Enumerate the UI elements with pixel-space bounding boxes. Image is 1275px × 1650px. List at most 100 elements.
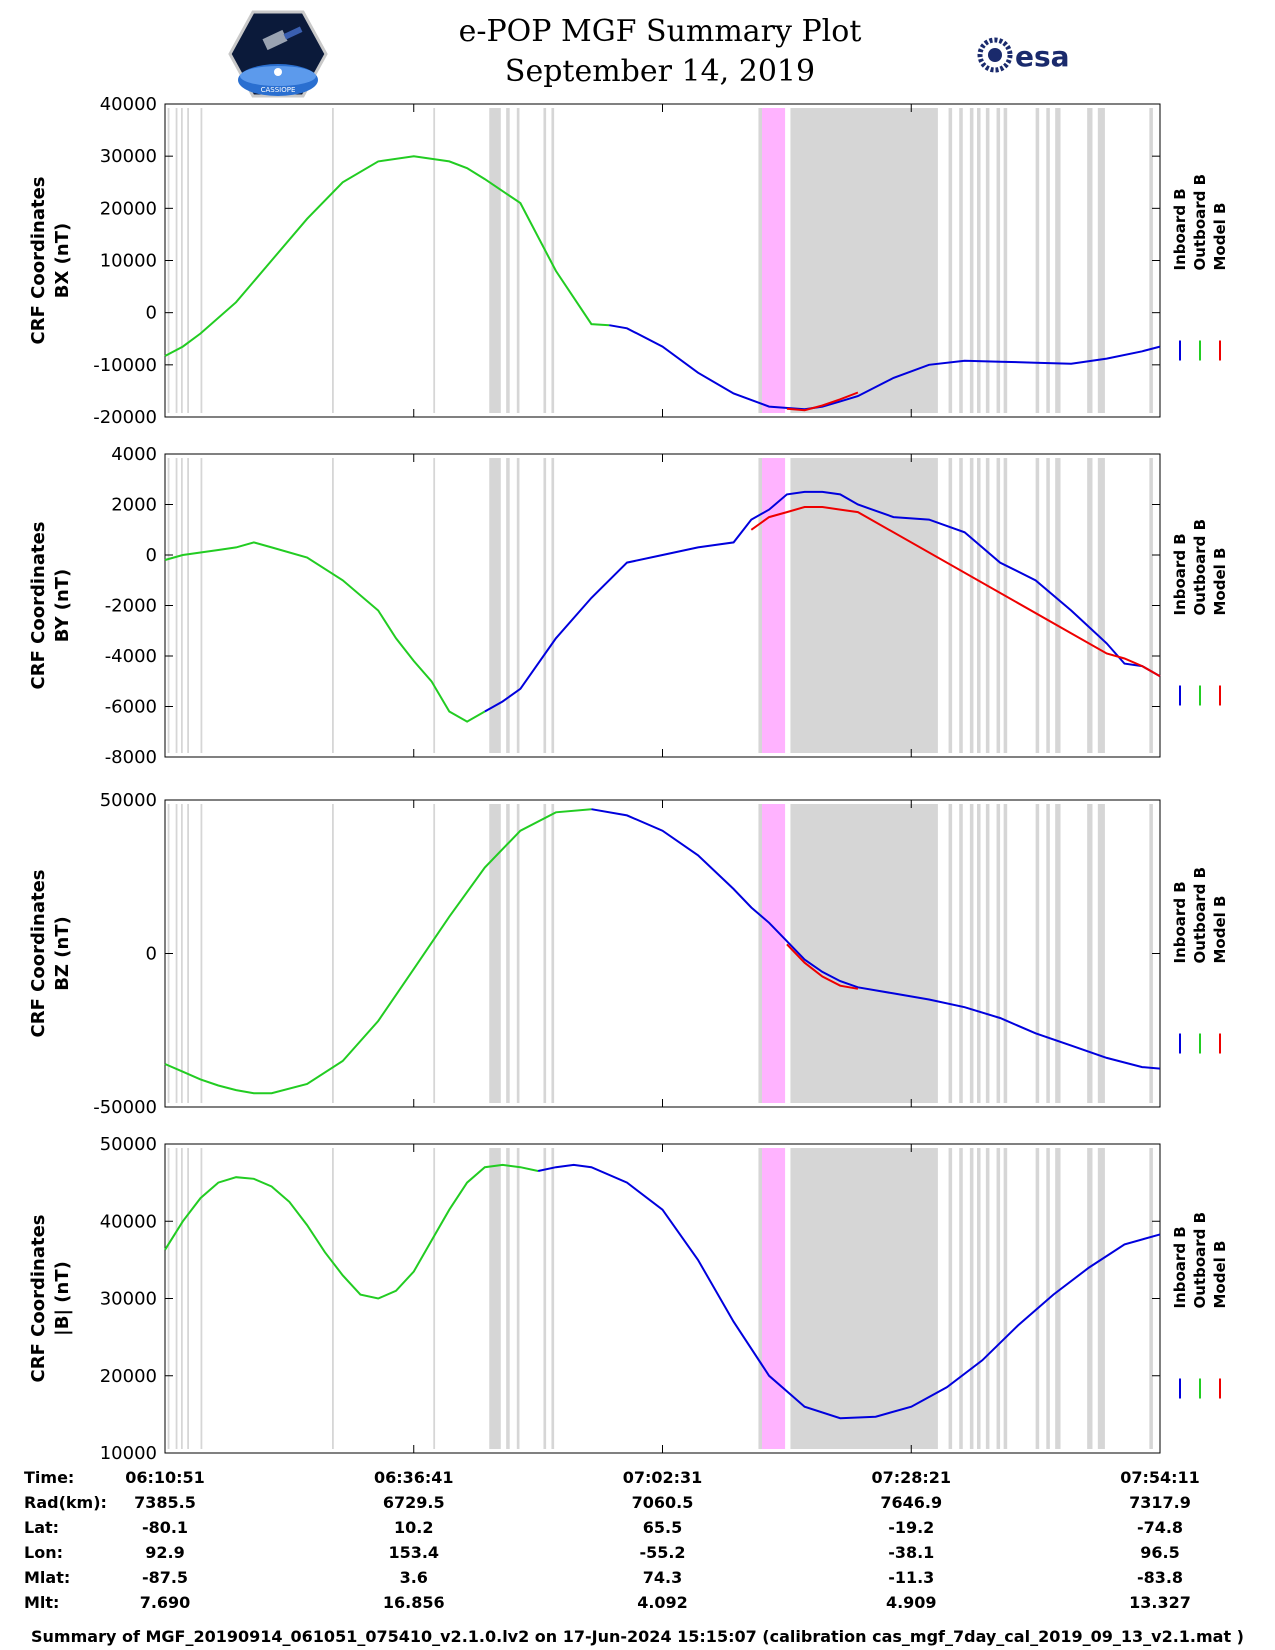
info-row-label: Rad(km):: [24, 1493, 107, 1512]
y-tick-label: 50000: [100, 790, 157, 811]
data-gap-band: [332, 804, 334, 1103]
y-tick-label: 10000: [100, 1443, 157, 1464]
series-line-outboard-b: [164, 808, 592, 1095]
y-tick-label: 0: [146, 303, 157, 324]
info-cell: 07:02:31: [623, 1468, 703, 1487]
data-gap-band: [551, 804, 555, 1103]
data-gap-band: [1055, 108, 1061, 413]
data-gap-band: [976, 458, 981, 753]
data-gap-band: [506, 108, 510, 413]
data-gap-band: [489, 804, 501, 1103]
y-tick-label: 30000: [100, 1289, 157, 1310]
y-axis-label: BZ (nT): [52, 916, 73, 991]
data-gap-band: [543, 1148, 547, 1449]
info-cell: 7385.5: [134, 1493, 196, 1512]
series-line-inboard-b: [609, 324, 1161, 411]
data-gap-band: [985, 458, 990, 753]
legend-label: Outboard B: [1191, 1212, 1209, 1309]
data-gap-band: [948, 458, 953, 753]
data-gap-band: [1149, 458, 1153, 753]
data-gap-band: [790, 1148, 938, 1449]
data-gap-band: [433, 108, 436, 413]
data-gap-band: [433, 458, 436, 753]
data-gap-band: [1097, 1148, 1105, 1449]
data-gap-band: [489, 458, 501, 753]
data-gap-band: [985, 804, 990, 1103]
data-gap-band: [180, 1148, 183, 1449]
info-cell: -38.1: [888, 1543, 934, 1562]
data-gap-band: [543, 458, 547, 753]
data-gap-band: [976, 1148, 981, 1449]
data-gap-band: [200, 108, 203, 413]
data-gap-band: [516, 458, 520, 753]
panel-btotal: 10000 20000 30000 40000 50000 CRF Coordinates…: [28, 1134, 1229, 1464]
highlight-band: [762, 804, 786, 1103]
y-axis-label: CRF Coordinates: [28, 522, 49, 690]
data-gap-band: [969, 1148, 974, 1449]
info-cell: -19.2: [888, 1518, 934, 1537]
info-cell: -83.8: [1137, 1568, 1183, 1587]
data-gap-band: [948, 804, 953, 1103]
info-cell: 4.092: [637, 1593, 688, 1612]
series-line-model-b: [786, 943, 859, 990]
data-gap-band: [959, 108, 963, 413]
panel-bx: -20000 -10000 0 10000 20000 30000 40000 CRF Coo…: [28, 94, 1229, 428]
info-cell: 6729.5: [383, 1493, 445, 1512]
data-gap-band: [551, 108, 555, 413]
data-gap-band: [187, 108, 189, 413]
data-gap-band: [758, 804, 762, 1103]
series-line-inboard-b: [484, 490, 1161, 713]
info-cell: 92.9: [145, 1543, 184, 1562]
data-gap-band: [790, 108, 938, 413]
panel-bz: -50000 0 50000 CRF Coordinates BZ (nT) Inboar…: [28, 790, 1229, 1118]
info-cell: 13.327: [1129, 1593, 1191, 1612]
info-cell: 3.6: [400, 1568, 428, 1587]
legend-label: Model B: [1211, 548, 1229, 616]
y-tick-label: -8000: [105, 747, 157, 768]
highlight-band: [762, 458, 786, 753]
y-axis-label: CRF Coordinates: [28, 870, 49, 1038]
info-cell: 4.909: [886, 1593, 937, 1612]
data-gap-band: [1149, 804, 1153, 1103]
info-cell: 7317.9: [1129, 1493, 1191, 1512]
data-gap-band: [996, 108, 1001, 413]
data-gap-band: [180, 804, 183, 1103]
data-gap-band: [551, 1148, 555, 1449]
data-gap-band: [976, 108, 981, 413]
info-cell: -80.1: [142, 1518, 188, 1537]
info-cell: 06:10:51: [125, 1468, 205, 1487]
data-gap-band: [1055, 1148, 1061, 1449]
info-row-label: Mlat:: [24, 1568, 70, 1587]
data-gap-band: [1003, 804, 1008, 1103]
data-gap-band: [969, 458, 974, 753]
data-gap-band: [1097, 108, 1105, 413]
data-gap-band: [332, 1148, 334, 1449]
data-gap-band: [1003, 1148, 1008, 1449]
plot-date: September 14, 2019: [504, 54, 816, 89]
series-line-inboard-b: [591, 808, 1161, 1070]
legend-label: Outboard B: [1191, 519, 1209, 616]
info-row-label: Lon:: [24, 1543, 63, 1562]
info-cell: 07:54:11: [1120, 1468, 1200, 1487]
data-gap-band: [948, 108, 953, 413]
info-cell: -11.3: [888, 1568, 934, 1587]
y-tick-label: -2000: [105, 596, 157, 617]
data-gap-band: [187, 1148, 189, 1449]
footer-summary: Summary of MGF_20190914_061051_075410_v2…: [31, 1627, 1244, 1646]
info-cell: 74.3: [643, 1568, 682, 1587]
y-tick-label: 0: [146, 545, 157, 566]
data-gap-band: [175, 1148, 178, 1449]
data-gap-band: [516, 1148, 520, 1449]
y-axis-label: CRF Coordinates: [28, 177, 49, 345]
data-gap-band: [1149, 108, 1153, 413]
data-gap-band: [332, 108, 334, 413]
data-gap-band: [758, 458, 762, 753]
y-axis-label: BX (nT): [52, 223, 73, 298]
data-gap-band: [1046, 458, 1050, 753]
info-cell: 06:36:41: [374, 1468, 454, 1487]
legend-label: Inboard B: [1171, 533, 1189, 615]
data-gap-band: [1097, 804, 1105, 1103]
cassiope-mission-logo: CASSIOPE: [228, 10, 328, 98]
series-line-outboard-b: [164, 541, 486, 723]
